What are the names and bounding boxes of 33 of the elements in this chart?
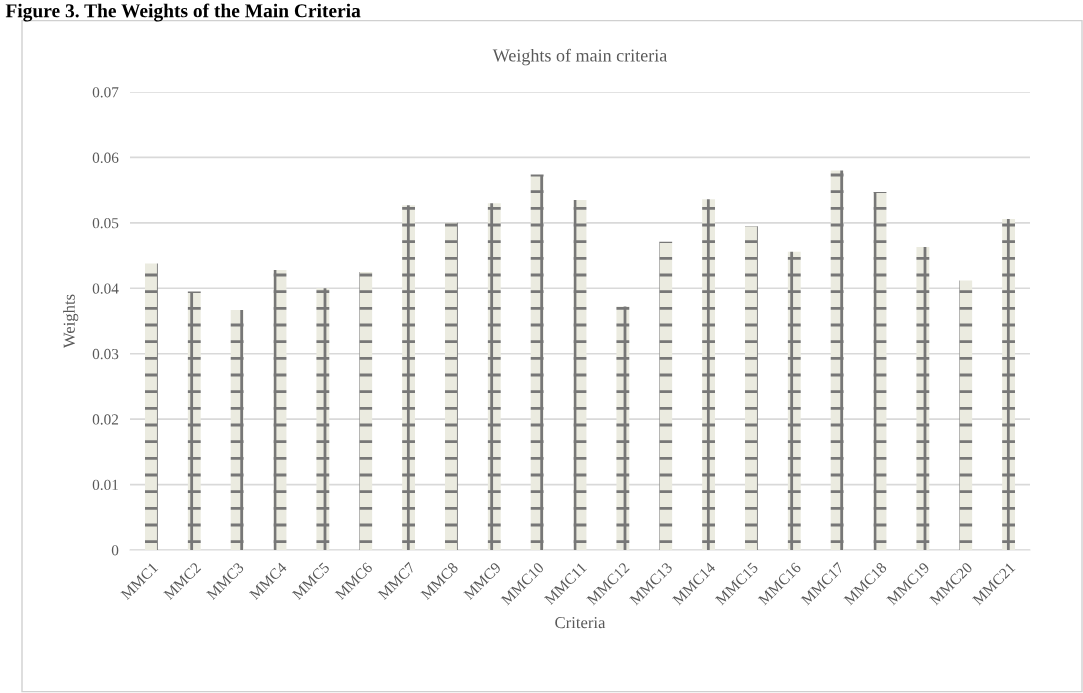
bar: [787, 251, 801, 550]
bar: [316, 288, 330, 550]
y-axis-title: Weights: [63, 294, 79, 349]
y-tick-label: 0.05: [92, 218, 119, 229]
bar: [359, 271, 373, 550]
y-tick-label: 0: [111, 545, 119, 556]
bar: [959, 280, 973, 550]
caption: Figure 3. The Weights of the Main Criteria: [5, 3, 361, 22]
bar: [916, 247, 930, 550]
bar: [659, 241, 673, 550]
x-axis-title: Criteria: [555, 616, 606, 629]
bar: [830, 170, 844, 550]
y-tick-label: 0.07: [92, 87, 119, 98]
bar: [187, 291, 201, 550]
bar: [402, 205, 415, 550]
bar: [1002, 218, 1015, 550]
bar: [745, 226, 758, 550]
y-tick-label: 0.02: [92, 414, 119, 425]
bar: [445, 222, 458, 550]
bar: [230, 309, 244, 550]
bar: [873, 192, 887, 550]
y-tick-label: 0.04: [92, 283, 119, 294]
y-tick-label: 0.06: [92, 152, 119, 163]
y-tick-label: 0.01: [92, 479, 118, 491]
chart-title: Weights of main criteria: [492, 48, 668, 66]
bar: [145, 263, 158, 550]
bar: [530, 174, 544, 550]
bar: [616, 306, 630, 550]
bar: [702, 199, 715, 550]
bar: [273, 269, 287, 550]
bar: [573, 199, 587, 550]
y-tick-label: 0.03: [92, 348, 119, 360]
bar: [487, 203, 501, 550]
